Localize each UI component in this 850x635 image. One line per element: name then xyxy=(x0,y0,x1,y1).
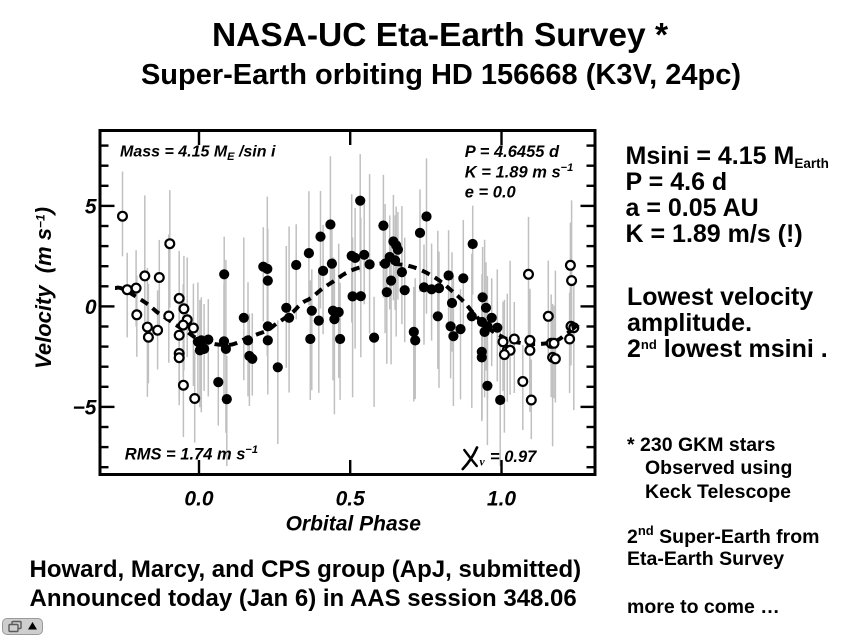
svg-text:1.0: 1.0 xyxy=(487,488,517,511)
svg-text:e = 0.0: e = 0.0 xyxy=(465,184,517,202)
svg-text:Velocity (m s−1): Velocity (m s−1) xyxy=(31,207,56,369)
svg-text:5: 5 xyxy=(85,195,97,218)
svg-text:= 0.97: = 0.97 xyxy=(490,448,537,466)
svg-text:RMS = 1.74 m s−1: RMS = 1.74 m s−1 xyxy=(125,444,258,464)
svg-text:Mass = 4.15 ME /sin i: Mass = 4.15 ME /sin i xyxy=(120,144,276,164)
svg-text:K = 1.89 m s−1: K = 1.89 m s−1 xyxy=(465,162,573,182)
svg-text:0.5: 0.5 xyxy=(336,488,366,511)
svg-text:Orbital Phase: Orbital Phase xyxy=(286,513,422,536)
svg-text:ν: ν xyxy=(480,457,486,469)
svg-text:P = 4.6455 d: P = 4.6455 d xyxy=(465,143,560,161)
svg-text:0.0: 0.0 xyxy=(184,488,214,511)
svg-text:0: 0 xyxy=(85,296,97,319)
svg-text:−5: −5 xyxy=(73,396,97,419)
